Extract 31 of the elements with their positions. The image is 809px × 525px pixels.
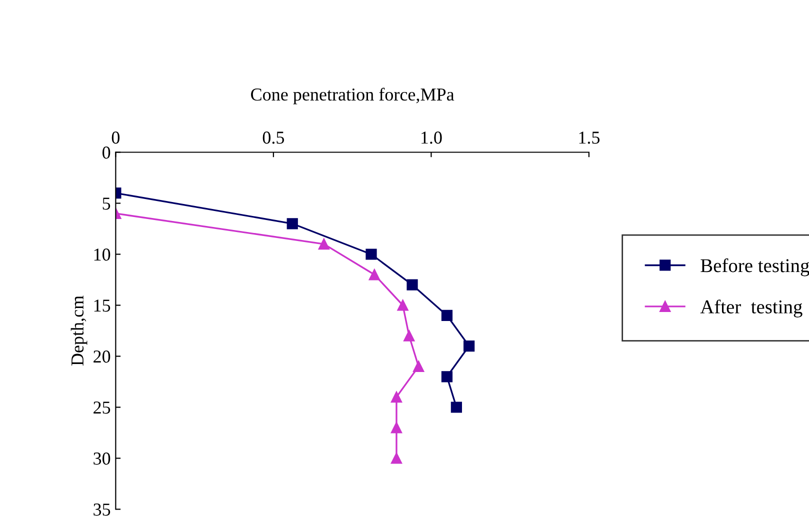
- point: [390, 422, 402, 434]
- y-tick-label: 30: [94, 452, 110, 465]
- x-tick-label: 0: [112, 132, 120, 144]
- x-tick-label: 1.0: [422, 132, 442, 144]
- point: [390, 391, 402, 403]
- y-tick-label: 15: [94, 300, 110, 312]
- y-tick-label: 25: [94, 402, 110, 414]
- y-tick-label: 5: [102, 198, 110, 210]
- point: [390, 452, 402, 464]
- point: [286, 218, 298, 230]
- point: [441, 371, 453, 382]
- y-tick-label: 20: [94, 350, 110, 363]
- x-tick-label: 0.5: [262, 132, 284, 144]
- point: [413, 360, 424, 372]
- point: [441, 310, 453, 322]
- x-tick-label: 1.5: [579, 132, 600, 144]
- point: [404, 330, 415, 342]
- point: [406, 279, 418, 290]
- legend-label: After testing: [700, 300, 802, 318]
- point: [368, 269, 380, 280]
- point: [464, 340, 475, 352]
- y-tick-label: 10: [94, 248, 110, 261]
- point: [397, 300, 408, 311]
- point: [318, 238, 330, 250]
- point: [450, 402, 462, 413]
- y-tick-label: 0: [102, 146, 110, 159]
- legend-label: Before testing: [700, 258, 809, 276]
- y-tick-label: 35: [94, 504, 110, 516]
- x-axis-title: Cone penetration force,MPa: [251, 88, 454, 104]
- point: [366, 248, 377, 260]
- y-axis-title: Depth,cm: [70, 296, 88, 366]
